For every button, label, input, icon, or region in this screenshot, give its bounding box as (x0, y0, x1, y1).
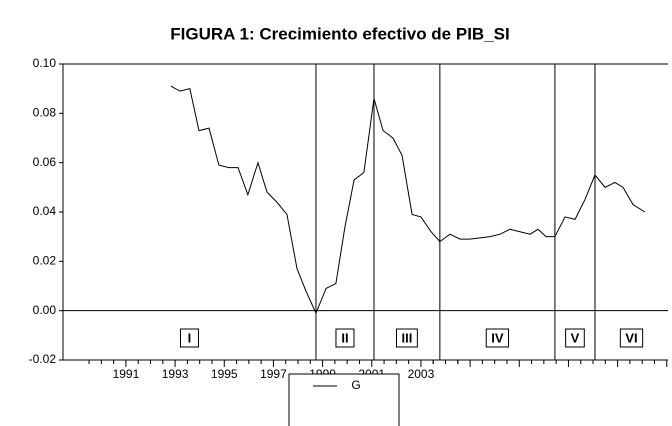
x-tick-label: 1993 (162, 367, 189, 381)
period-label: V (571, 330, 580, 345)
x-tick-label: 1995 (211, 367, 238, 381)
x-tick-label: 2003 (408, 367, 435, 381)
x-tick-label: 1997 (260, 367, 287, 381)
chart-title: FIGURA 1: Crecimiento efectivo de PIB_SI (170, 24, 509, 43)
legend-label: G (351, 378, 360, 392)
y-tick-label: 0.06 (33, 155, 57, 169)
series-line (170, 85, 646, 315)
y-tick-label: 0.10 (33, 56, 57, 70)
y-tick-label: -0.02 (29, 352, 57, 366)
y-tick-label: 0.04 (33, 204, 57, 218)
x-tick-label: 1991 (113, 367, 140, 381)
period-box (485, 328, 510, 348)
period-box (619, 328, 644, 348)
period-label: II (341, 330, 348, 345)
y-tick-label: 0.00 (33, 303, 57, 317)
period-box (396, 328, 418, 348)
period-label: VI (625, 330, 637, 345)
period-box (179, 328, 199, 348)
legend-box (288, 373, 400, 426)
period-label: I (188, 330, 192, 345)
period-label: IV (491, 330, 504, 345)
period-box (565, 328, 585, 348)
period-label: III (402, 330, 413, 345)
y-tick-label: 0.08 (33, 106, 57, 120)
period-box (335, 328, 355, 348)
y-tick-label: 0.02 (33, 254, 57, 268)
